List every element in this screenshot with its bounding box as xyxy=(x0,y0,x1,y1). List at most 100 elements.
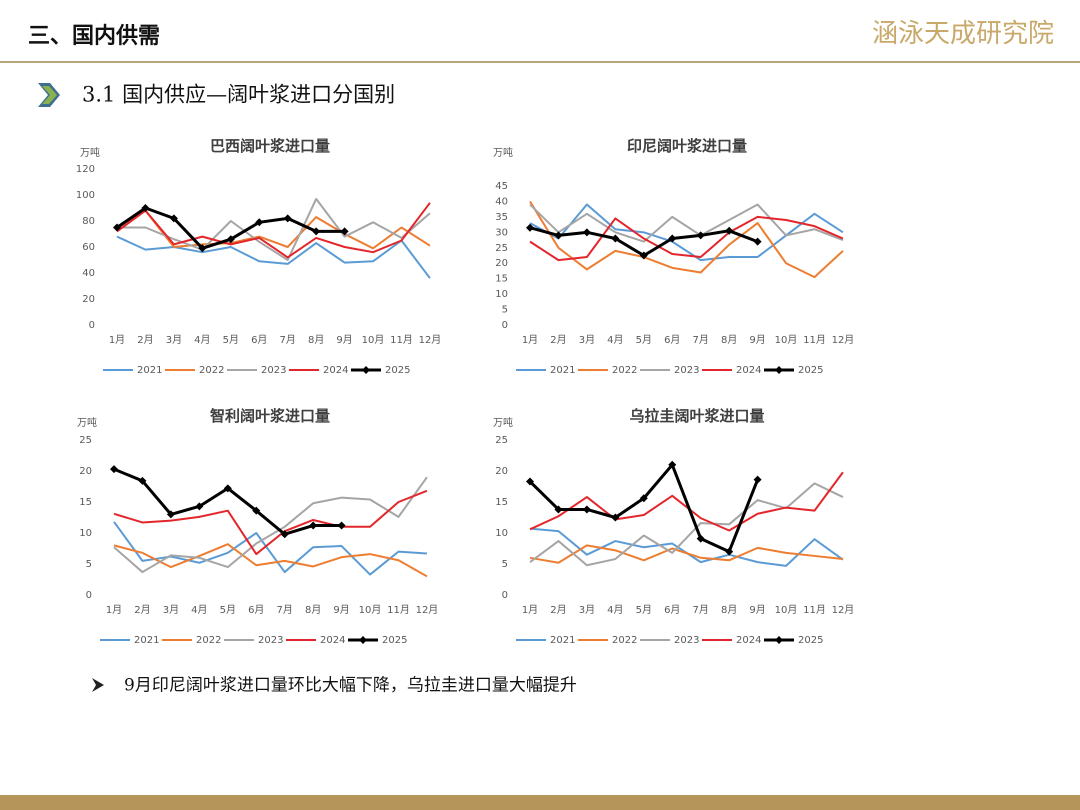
x-tick-label: 6月 xyxy=(664,334,680,346)
x-tick-label: 1月 xyxy=(109,334,125,346)
legend-label: 2024 xyxy=(736,365,761,376)
legend-label: 2023 xyxy=(674,365,699,376)
x-tick-label: 2月 xyxy=(550,604,566,616)
x-tick-label: 12月 xyxy=(832,604,855,616)
y-tick-label: 25 xyxy=(79,435,92,446)
x-tick-label: 9月 xyxy=(336,334,352,346)
x-tick-label: 2月 xyxy=(137,334,153,346)
x-tick-label: 10月 xyxy=(359,604,382,616)
x-tick-label: 3月 xyxy=(579,604,595,616)
x-tick-label: 12月 xyxy=(832,334,855,346)
legend-label: 2022 xyxy=(612,635,637,646)
series-line xyxy=(116,235,431,279)
section-icon xyxy=(38,83,60,107)
x-tick-label: 8月 xyxy=(305,604,321,616)
x-tick-label: 4月 xyxy=(607,604,623,616)
legend-label: 2023 xyxy=(258,635,283,646)
x-tick-label: 11月 xyxy=(387,604,410,616)
point-marker xyxy=(611,513,620,522)
point-marker xyxy=(198,244,207,253)
chart-title: 智利阔叶浆进口量 xyxy=(210,407,330,425)
x-tick-label: 5月 xyxy=(220,604,236,616)
x-tick-label: 12月 xyxy=(419,334,442,346)
point-marker xyxy=(113,223,121,232)
chart-title: 印尼阔叶浆进口量 xyxy=(627,137,747,155)
y-tick-label: 15 xyxy=(495,274,508,285)
series-line xyxy=(529,215,844,262)
point-marker xyxy=(668,460,677,469)
y-tick-label: 25 xyxy=(495,243,508,254)
point-marker xyxy=(696,534,705,543)
y-tick-label: 15 xyxy=(79,497,92,508)
legend-label: 2022 xyxy=(199,365,224,376)
legend-label: 2025 xyxy=(385,365,410,376)
x-tick-label: 1月 xyxy=(106,604,122,616)
unit-label: 万吨 xyxy=(80,146,100,159)
series-line xyxy=(113,543,428,578)
point-marker xyxy=(753,237,762,246)
y-tick-label: 20 xyxy=(82,294,95,305)
y-tick-label: 5 xyxy=(502,559,508,570)
legend-label: 2025 xyxy=(798,365,823,376)
y-tick-label: 30 xyxy=(495,227,508,238)
series-line xyxy=(113,489,428,556)
x-tick-label: 7月 xyxy=(693,604,709,616)
y-tick-label: 20 xyxy=(495,466,508,477)
legend-label: 2021 xyxy=(550,365,575,376)
series-line xyxy=(529,200,844,279)
y-tick-label: 40 xyxy=(495,196,508,207)
series-line xyxy=(117,197,431,261)
y-tick-label: 25 xyxy=(495,435,508,446)
point-marker xyxy=(138,476,147,485)
x-tick-label: 4月 xyxy=(194,334,210,346)
legend-label: 2023 xyxy=(674,635,699,646)
y-tick-label: 40 xyxy=(82,268,95,279)
y-tick-label: 20 xyxy=(495,258,508,269)
point-marker xyxy=(526,223,534,232)
x-tick-label: 11月 xyxy=(803,334,826,346)
section-icon-inner xyxy=(42,86,57,104)
x-tick-label: 5月 xyxy=(636,334,652,346)
legend-label: 2023 xyxy=(261,365,286,376)
y-tick-label: 10 xyxy=(79,528,92,539)
point-marker xyxy=(110,465,118,474)
y-tick-label: 60 xyxy=(82,242,95,253)
x-tick-label: 1月 xyxy=(522,604,538,616)
x-tick-label: 8月 xyxy=(721,334,737,346)
series-line xyxy=(113,467,342,536)
y-tick-label: 0 xyxy=(502,590,508,601)
series-line xyxy=(528,463,759,554)
x-tick-label: 3月 xyxy=(579,334,595,346)
point-marker xyxy=(582,505,591,514)
x-tick-label: 9月 xyxy=(749,334,765,346)
y-tick-label: 0 xyxy=(502,320,508,331)
x-tick-label: 6月 xyxy=(664,604,680,616)
chart-title: 巴西阔叶浆进口量 xyxy=(210,137,330,155)
y-tick-label: 0 xyxy=(89,320,95,331)
legend-marker xyxy=(362,366,370,374)
unit-label: 万吨 xyxy=(493,416,513,429)
x-tick-label: 7月 xyxy=(280,334,296,346)
point-marker xyxy=(309,521,318,530)
series-line xyxy=(116,209,431,250)
y-tick-label: 10 xyxy=(495,528,508,539)
y-tick-label: 10 xyxy=(495,289,508,300)
unit-label: 万吨 xyxy=(493,146,513,159)
header-title: 三、国内供需 xyxy=(28,23,160,49)
point-marker xyxy=(337,521,346,530)
x-tick-label: 4月 xyxy=(191,604,207,616)
legend-label: 2022 xyxy=(196,635,221,646)
x-tick-label: 5月 xyxy=(636,604,652,616)
legend-label: 2021 xyxy=(134,635,159,646)
legend-marker xyxy=(359,636,367,644)
y-tick-label: 100 xyxy=(76,190,95,201)
y-tick-label: 45 xyxy=(495,181,508,192)
x-tick-label: 2月 xyxy=(134,604,150,616)
chart-title: 乌拉圭阔叶浆进口量 xyxy=(629,407,764,425)
x-tick-label: 11月 xyxy=(803,604,826,616)
point-marker xyxy=(280,530,289,539)
x-tick-label: 2月 xyxy=(550,334,566,346)
legend-label: 2021 xyxy=(137,365,162,376)
x-tick-label: 3月 xyxy=(166,334,182,346)
x-tick-label: 9月 xyxy=(333,604,349,616)
